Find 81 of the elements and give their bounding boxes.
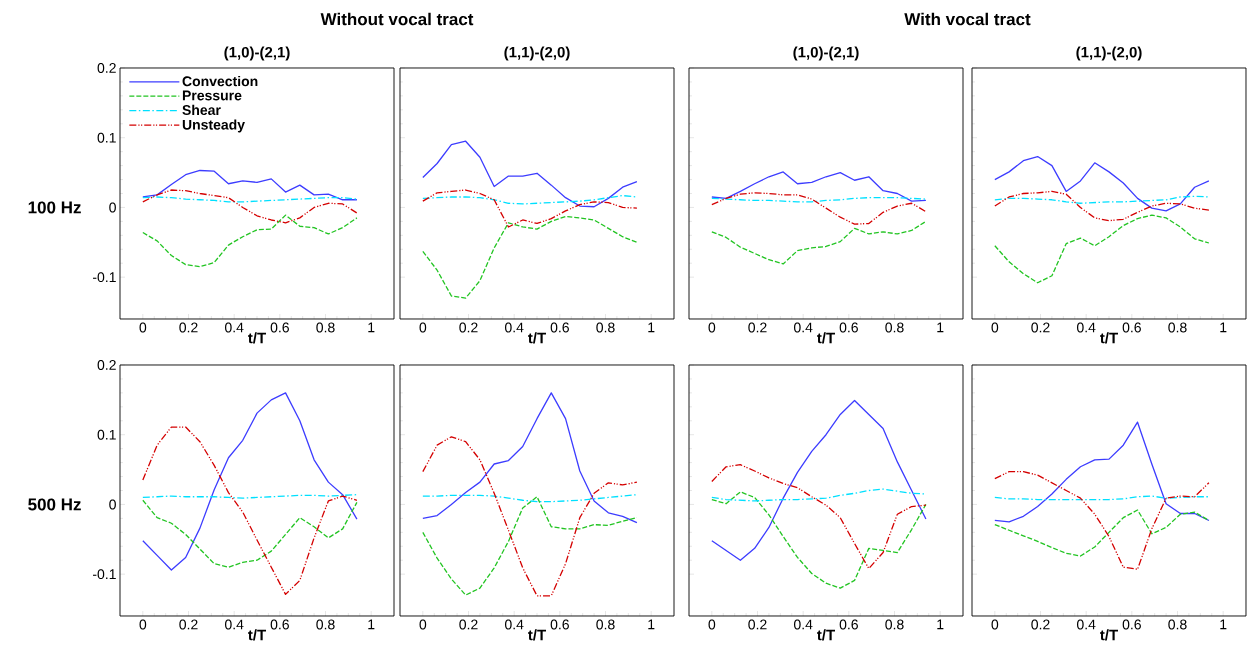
- text: With vocal tract: [904, 12, 1031, 26]
- legend-label: Pressure: [182, 90, 242, 101]
- y-tick-label: 0: [109, 202, 116, 213]
- line-series: [142, 214, 358, 268]
- x-tick-label: 0.4: [793, 322, 813, 333]
- x-tick-label: 0.8: [885, 619, 904, 630]
- x-tick-label: 0.8: [316, 619, 335, 630]
- x-tick-label: 0.6: [550, 322, 569, 333]
- x-tick-label: 1: [1220, 619, 1227, 630]
- x-tick-label: 0.4: [224, 619, 244, 630]
- x-tick-label: 0: [708, 322, 716, 333]
- x-tick-label: 0.6: [839, 619, 858, 630]
- x-tick-label: 1: [368, 322, 375, 333]
- legend-label: Shear: [182, 104, 221, 116]
- line-series: [142, 392, 358, 571]
- x-tick-label: 0.2: [179, 619, 198, 630]
- x-tick-label: 0.8: [885, 322, 904, 333]
- x-tick-label: 0.2: [459, 619, 478, 630]
- x-tick-label: 0.6: [1122, 322, 1141, 333]
- line-series: [142, 426, 358, 596]
- y-tick-label: 0.1: [97, 429, 116, 440]
- chart-title: (1,0)-(2,1): [793, 46, 859, 61]
- x-axis-title: t/T: [528, 332, 547, 344]
- x-tick-label: 0.6: [1122, 619, 1141, 630]
- legend-label: Unsteady: [182, 119, 245, 133]
- y-tick-label: 0.1: [97, 132, 116, 143]
- legend-label: Convection: [182, 75, 258, 87]
- x-tick-label: 0.6: [270, 619, 289, 630]
- x-tick-label: 0.4: [504, 619, 524, 630]
- chart-title: (1,1)-(2,0): [504, 46, 570, 61]
- x-axis-title: t/T: [1100, 332, 1119, 344]
- x-tick-label: 0: [139, 619, 147, 630]
- x-axis-title: t/T: [248, 629, 267, 641]
- x-tick-label: 0.6: [550, 619, 569, 630]
- x-tick-label: 1: [648, 322, 655, 333]
- x-tick-label: 0.4: [1076, 619, 1096, 630]
- x-tick-label: 0.2: [1031, 322, 1050, 333]
- x-tick-label: 0.4: [504, 322, 524, 333]
- x-tick-label: 0: [708, 619, 716, 630]
- x-tick-label: 1: [648, 619, 655, 630]
- x-tick-label: 0.8: [316, 322, 335, 333]
- x-tick-label: 0.8: [596, 619, 615, 630]
- x-tick-label: 0.6: [270, 322, 289, 333]
- y-axis-title: 100 Hz: [28, 201, 81, 214]
- line-series: [142, 169, 358, 201]
- x-tick-label: 1: [937, 619, 944, 630]
- y-tick-label: 0: [109, 499, 116, 510]
- chart-title: (1,0)-(2,1): [224, 46, 290, 61]
- x-tick-label: 0: [419, 619, 427, 630]
- x-axis-title: t/T: [817, 332, 836, 344]
- x-tick-label: 0.2: [748, 619, 767, 630]
- x-tick-label: 0: [139, 322, 147, 333]
- x-tick-label: 0.2: [748, 322, 767, 333]
- y-tick-label: 0.2: [97, 360, 116, 370]
- text: Without vocal tract: [320, 12, 474, 26]
- x-tick-label: 0: [991, 322, 999, 333]
- x-tick-label: 0.2: [179, 322, 198, 333]
- x-tick-label: 1: [937, 322, 944, 333]
- x-tick-label: 0.4: [224, 322, 244, 333]
- x-tick-label: 0.6: [839, 322, 858, 333]
- x-axis-title: t/T: [817, 629, 836, 641]
- line-series: [142, 189, 358, 224]
- x-tick-label: 0.4: [793, 619, 813, 630]
- x-tick-label: 1: [1220, 322, 1227, 333]
- y-axis-title: 500 Hz: [28, 498, 81, 511]
- x-tick-label: 1: [368, 619, 375, 630]
- x-tick-label: 0.2: [1031, 619, 1050, 630]
- y-tick-label: -0.1: [92, 569, 116, 580]
- x-axis-title: t/T: [528, 629, 547, 641]
- x-tick-label: 0.2: [459, 322, 478, 333]
- x-axis-title: t/T: [1100, 629, 1119, 641]
- x-tick-label: 0.4: [1076, 322, 1096, 333]
- x-axis-title: t/T: [248, 332, 267, 344]
- x-tick-label: 0: [419, 322, 427, 333]
- x-tick-label: 0: [991, 619, 999, 630]
- x-tick-label: 0.8: [596, 322, 615, 333]
- y-tick-label: 0.2: [97, 63, 116, 73]
- x-tick-label: 0.8: [1168, 619, 1187, 630]
- y-tick-label: -0.1: [92, 272, 116, 283]
- x-tick-label: 0.8: [1168, 322, 1187, 333]
- chart-title: (1,1)-(2,0): [1076, 46, 1142, 61]
